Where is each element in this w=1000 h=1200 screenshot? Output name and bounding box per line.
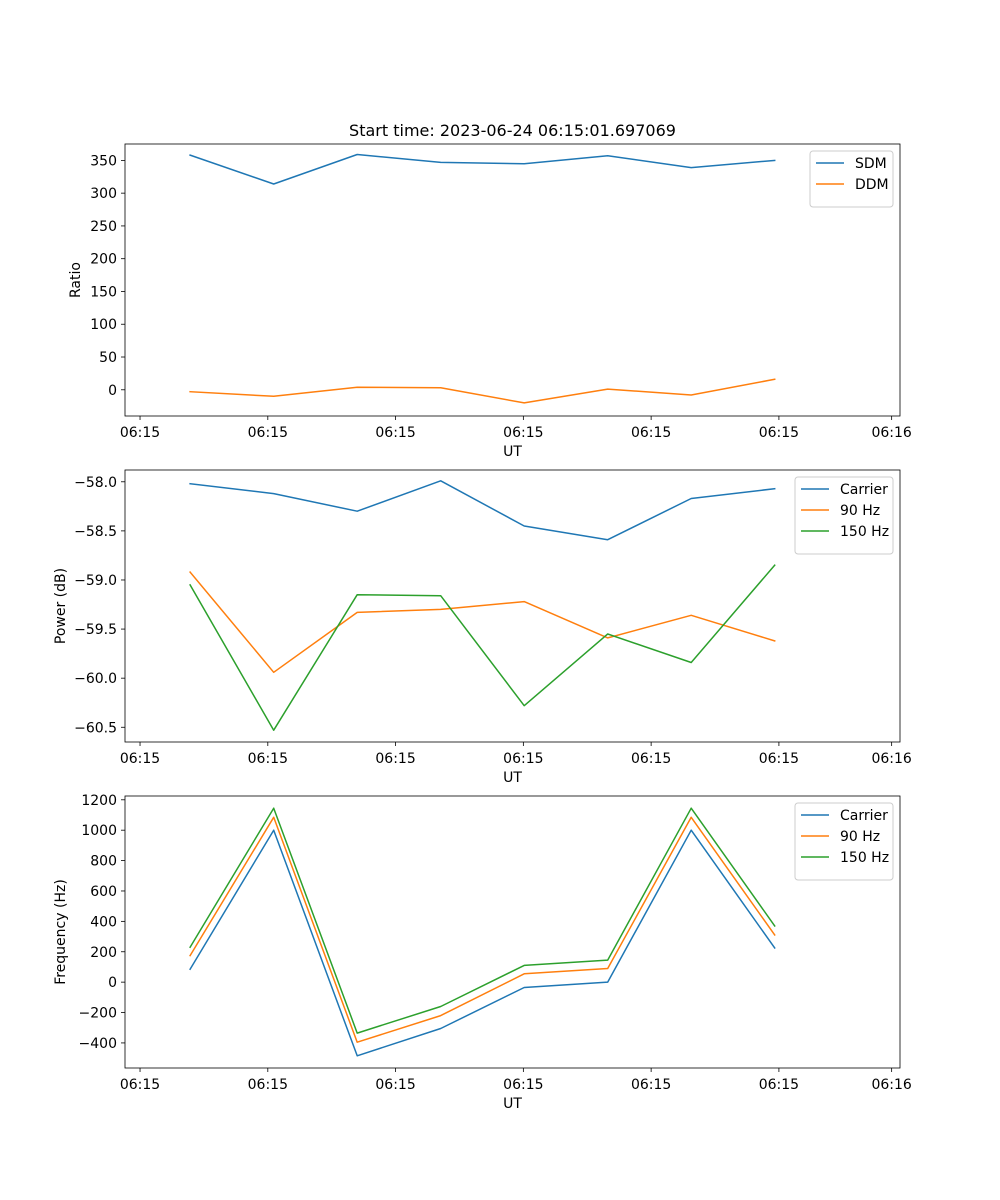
y-tick-label: 1000 xyxy=(81,823,117,839)
subplot-2: 06:15 06:15 06:15 06:15 06:15 06:15 06:16 −60.5… xyxy=(53,469,912,786)
y-tick-label: −58.5 xyxy=(74,524,117,540)
x-tick-label: 06:16 xyxy=(871,1077,911,1093)
legend-label: 90 Hz xyxy=(840,829,880,845)
x-tick-label: 06:15 xyxy=(375,1077,415,1093)
x-tick-label: 06:15 xyxy=(120,1077,160,1093)
x-tick-label: 06:15 xyxy=(248,425,288,441)
y-tick-label: 800 xyxy=(90,854,117,870)
subplot-3: 06:15 06:15 06:15 06:15 06:15 06:15 06:16 −400 −… xyxy=(53,793,912,1112)
figure-title: Start time: 2023-06-24 06:15:01.697069 xyxy=(349,121,676,140)
y-tick-label: 350 xyxy=(90,153,117,169)
y-axis-label: Frequency (Hz) xyxy=(53,879,69,985)
x-tick-label: 06:15 xyxy=(759,425,799,441)
x-tick-label: 06:15 xyxy=(375,751,415,767)
series-line-150-hz xyxy=(189,564,776,731)
legend-box xyxy=(794,802,894,881)
subplot-1: 06:15 06:15 06:15 06:15 06:15 06:15 06:16 0 50 10… xyxy=(68,143,912,460)
y-tick-label: 150 xyxy=(90,284,117,300)
axes-frame xyxy=(124,143,901,417)
series-line-ddm xyxy=(189,378,776,404)
legend-label: 150 Hz xyxy=(840,850,889,866)
y-tick-label: −400 xyxy=(79,1036,117,1052)
x-axis-label: UT xyxy=(503,1096,522,1112)
legend-label: Carrier xyxy=(840,808,888,824)
y-tick-label: 250 xyxy=(90,219,117,235)
x-tick-label: 06:16 xyxy=(871,425,911,441)
x-tick-label: 06:15 xyxy=(631,425,671,441)
series-line-90-hz xyxy=(189,816,776,1043)
legend-box xyxy=(794,476,894,555)
legend-label: SDM xyxy=(855,156,887,172)
legend: SDM DDM xyxy=(809,150,894,208)
series-line-150-hz xyxy=(189,807,776,1034)
legend-label: 150 Hz xyxy=(840,524,889,540)
x-tick-label: 06:15 xyxy=(759,751,799,767)
x-tick-label: 06:16 xyxy=(871,751,911,767)
axes-frame xyxy=(124,469,901,743)
y-tick-label: 600 xyxy=(90,884,117,900)
legend-label: Carrier xyxy=(840,482,888,498)
legend-label: 90 Hz xyxy=(840,503,880,519)
y-tick-label: 200 xyxy=(90,945,117,961)
series-line-carrier xyxy=(189,829,776,1057)
x-tick-label: 06:15 xyxy=(503,1077,543,1093)
axes-frame xyxy=(124,795,901,1069)
series-line-90-hz xyxy=(189,571,776,674)
y-tick-label: 400 xyxy=(90,914,117,930)
y-tick-label: 0 xyxy=(108,975,117,991)
series-line-sdm xyxy=(189,153,776,185)
y-axis-label: Ratio xyxy=(68,262,84,298)
y-tick-label: −200 xyxy=(79,1006,117,1022)
y-tick-label: −60.5 xyxy=(74,720,117,736)
x-tick-label: 06:15 xyxy=(375,425,415,441)
y-tick-label: 0 xyxy=(108,383,117,399)
x-tick-label: 06:15 xyxy=(759,1077,799,1093)
x-tick-label: 06:15 xyxy=(120,751,160,767)
legend-label: DDM xyxy=(855,177,889,193)
x-tick-label: 06:15 xyxy=(503,425,543,441)
x-axis-label: UT xyxy=(503,770,522,786)
x-tick-label: 06:15 xyxy=(503,751,543,767)
legend: Carrier 90 Hz 150 Hz xyxy=(794,476,894,555)
y-tick-label: −59.5 xyxy=(74,622,117,638)
y-axis-label: Power (dB) xyxy=(53,568,69,644)
x-axis-label: UT xyxy=(503,444,522,460)
y-tick-label: 1200 xyxy=(81,793,117,809)
x-tick-label: 06:15 xyxy=(631,1077,671,1093)
y-tick-label: −58.0 xyxy=(74,475,117,491)
legend-box xyxy=(809,150,894,208)
x-tick-label: 06:15 xyxy=(631,751,671,767)
y-tick-label: 300 xyxy=(90,186,117,202)
legend: Carrier 90 Hz 150 Hz xyxy=(794,802,894,881)
x-tick-label: 06:15 xyxy=(248,1077,288,1093)
y-tick-label: −60.0 xyxy=(74,671,117,687)
x-tick-label: 06:15 xyxy=(248,751,288,767)
y-tick-label: 200 xyxy=(90,252,117,268)
series-line-carrier xyxy=(189,480,776,541)
y-tick-label: 50 xyxy=(99,350,117,366)
y-tick-label: 100 xyxy=(90,317,117,333)
x-tick-label: 06:15 xyxy=(120,425,160,441)
y-tick-label: −59.0 xyxy=(74,573,117,589)
